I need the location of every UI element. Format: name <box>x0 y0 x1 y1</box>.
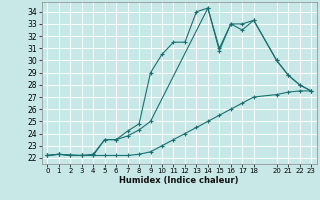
X-axis label: Humidex (Indice chaleur): Humidex (Indice chaleur) <box>119 176 239 185</box>
